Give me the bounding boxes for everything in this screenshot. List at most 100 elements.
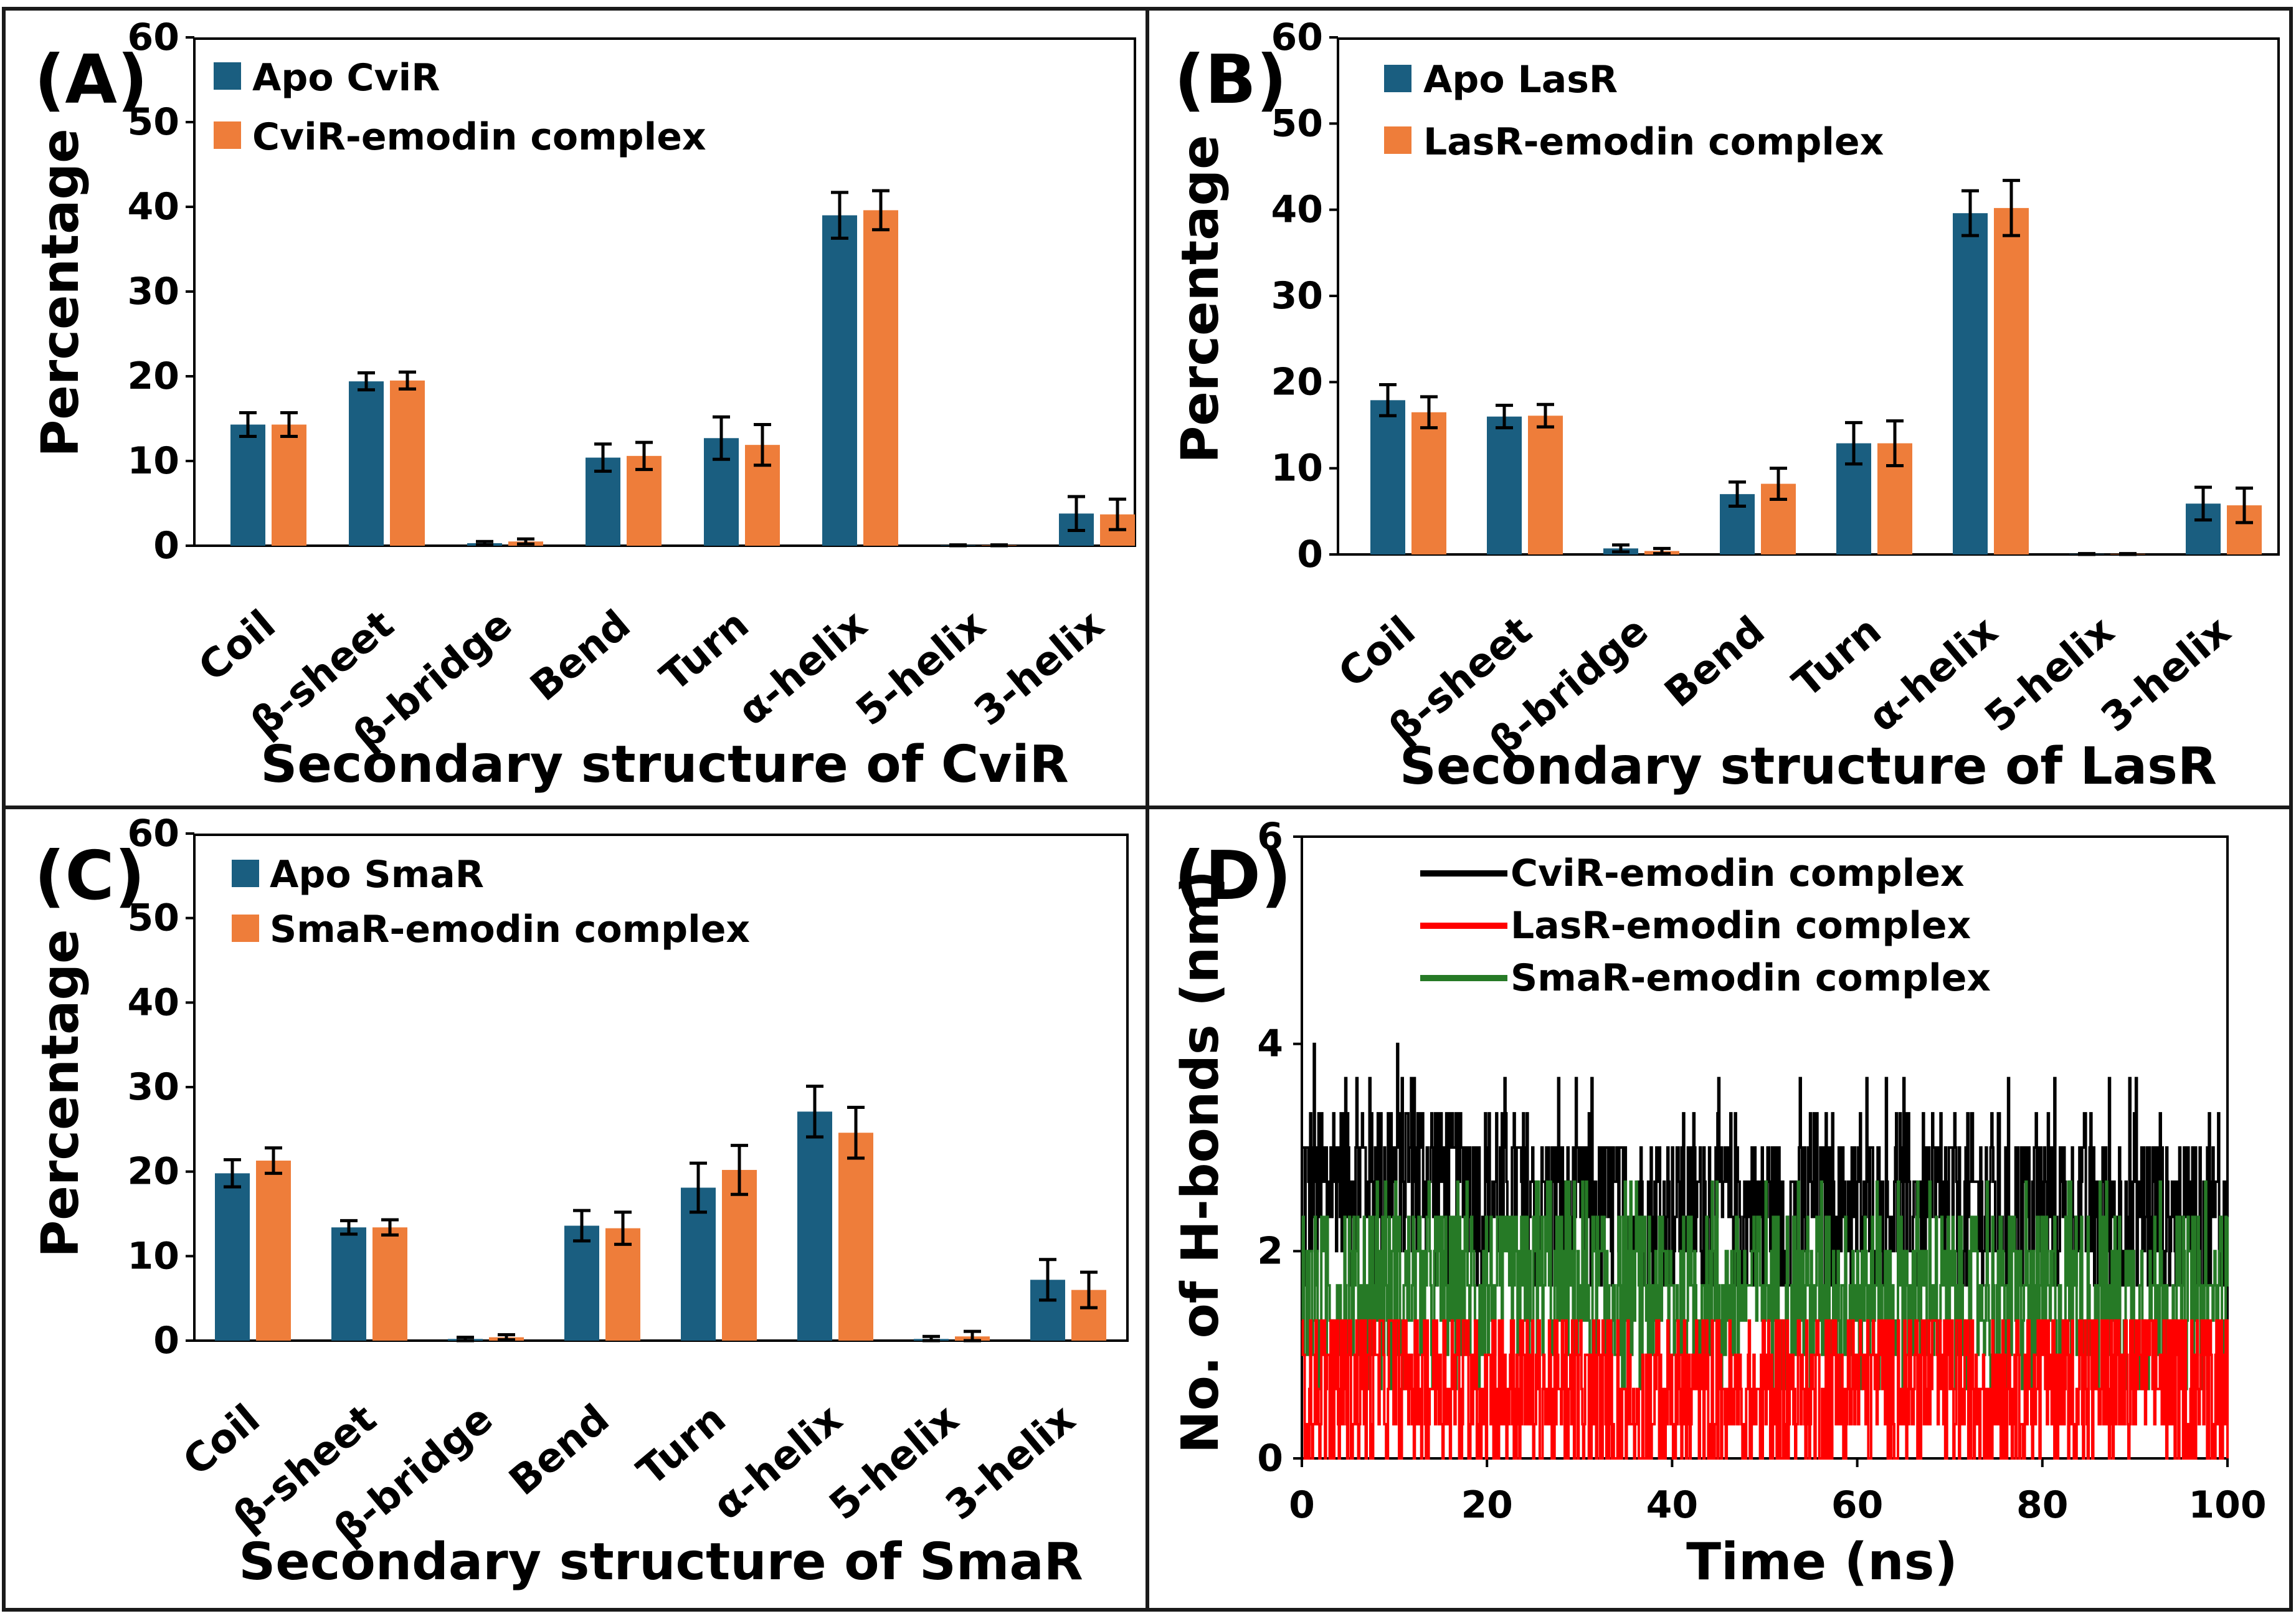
bar bbox=[863, 210, 898, 546]
y-tick-label: 20 bbox=[1271, 360, 1324, 404]
bar bbox=[838, 1133, 873, 1341]
y-tick-label: 60 bbox=[1271, 16, 1324, 59]
error-bar bbox=[2236, 486, 2253, 525]
error-bar bbox=[1420, 395, 1438, 430]
y-ticks-c: 0 10 20 30 40 50 60 bbox=[128, 812, 194, 1362]
error-bar bbox=[239, 411, 257, 439]
legend-label-cvir-complex: CviR-emodin complex bbox=[252, 115, 706, 159]
error-bar bbox=[713, 415, 730, 461]
y-tick-label: 0 bbox=[153, 1319, 179, 1362]
y-tick-label: 50 bbox=[1271, 102, 1324, 145]
traces-d bbox=[1301, 1042, 2229, 1460]
error-bar bbox=[224, 1158, 241, 1189]
y-tick-label: 0 bbox=[153, 524, 179, 568]
bar bbox=[256, 1161, 291, 1341]
legend-swatch-smar-complex bbox=[232, 915, 259, 942]
y-tick-label: 6 bbox=[1257, 815, 1283, 858]
error-bar bbox=[1729, 480, 1746, 508]
legend-label-apo-cvir: Apo CviR bbox=[252, 56, 440, 100]
x-tick-label: 80 bbox=[2016, 1483, 2069, 1527]
y-tick-label: 40 bbox=[1271, 188, 1324, 232]
error-bar bbox=[831, 191, 848, 240]
panel-label-b: (B) bbox=[1174, 41, 1287, 119]
y-tick-label: 40 bbox=[128, 185, 180, 229]
error-bar bbox=[1537, 402, 1554, 429]
error-bar bbox=[1612, 543, 1629, 554]
panel-label-d: (D) bbox=[1174, 837, 1291, 915]
error-bar bbox=[399, 370, 416, 391]
error-bar bbox=[1379, 383, 1397, 417]
y-tick-label: 4 bbox=[1257, 1022, 1283, 1066]
error-bar bbox=[1653, 546, 1671, 556]
error-bar bbox=[1962, 189, 1979, 237]
y-tick-label: 20 bbox=[128, 354, 180, 398]
bar bbox=[1953, 213, 1988, 554]
legend-d: CviR-emodin complex LasR-emodin complex … bbox=[1420, 852, 1991, 1000]
x-tick-label: 100 bbox=[2188, 1483, 2266, 1527]
legend-label-apo-smar: Apo SmaR bbox=[270, 853, 484, 896]
bar bbox=[722, 1169, 757, 1341]
y-tick-label: 20 bbox=[128, 1150, 180, 1194]
y-tick-label: 60 bbox=[128, 812, 180, 855]
bars-b bbox=[1370, 179, 2262, 556]
error-bar bbox=[635, 440, 653, 472]
y-axis-title-a: Percentage bbox=[31, 128, 90, 457]
error-bar bbox=[1080, 1270, 1098, 1309]
bar bbox=[272, 424, 306, 546]
legend-a: Apo CviR CviR-emodin complex bbox=[214, 56, 706, 159]
legend-label-lasr-trace: LasR-emodin complex bbox=[1511, 904, 1971, 948]
error-bar bbox=[949, 543, 967, 548]
x-axis-title-c: Secondary structure of SmaR bbox=[239, 1533, 1083, 1592]
error-bar bbox=[498, 1333, 515, 1342]
x-tick-label: 40 bbox=[1646, 1483, 1699, 1527]
legend-swatch-cvir-complex bbox=[214, 121, 241, 149]
bar bbox=[1370, 400, 1405, 554]
error-bar bbox=[476, 539, 493, 547]
y-tick-label: 10 bbox=[1271, 447, 1324, 490]
y-tick-label: 30 bbox=[128, 1065, 180, 1109]
error-bar bbox=[1770, 467, 1787, 501]
panel-label-a: (A) bbox=[34, 41, 148, 119]
y-tick-label: 50 bbox=[128, 100, 180, 144]
legend-label-apo-lasr: Apo LasR bbox=[1423, 58, 1618, 102]
trace-line-red bbox=[1301, 1319, 2229, 1460]
x-axis-title-d: Time (ns) bbox=[1686, 1533, 1958, 1592]
legend-swatch-apo-lasr bbox=[1384, 65, 1411, 92]
legend-c: Apo SmaR SmaR-emodin complex bbox=[232, 853, 750, 951]
error-bar bbox=[265, 1146, 282, 1175]
y-axis-title-c: Percentage bbox=[31, 929, 90, 1258]
bar bbox=[1487, 416, 1522, 554]
error-bar bbox=[990, 543, 1008, 548]
y-ticks-a: 0 10 20 30 40 50 60 bbox=[128, 16, 194, 568]
y-tick-label: 2 bbox=[1257, 1229, 1283, 1273]
legend-label-smar-trace: SmaR-emodin complex bbox=[1511, 956, 1991, 1000]
bars-a bbox=[230, 189, 1135, 548]
legend-label-lasr-complex: LasR-emodin complex bbox=[1423, 120, 1884, 164]
y-tick-label: 30 bbox=[128, 270, 180, 313]
bars-c bbox=[215, 1085, 1106, 1343]
bar bbox=[822, 215, 857, 546]
error-bar bbox=[847, 1106, 865, 1160]
y-axis-title-b: Percentage bbox=[1171, 135, 1230, 463]
error-bar bbox=[754, 423, 771, 467]
error-bar bbox=[2003, 179, 2020, 237]
error-bar bbox=[731, 1144, 748, 1196]
y-tick-label: 60 bbox=[128, 16, 180, 59]
legend-swatch-apo-smar bbox=[232, 860, 259, 887]
error-bar bbox=[573, 1209, 591, 1243]
y-tick-label: 30 bbox=[1271, 274, 1324, 318]
error-bar bbox=[340, 1219, 358, 1236]
bar bbox=[349, 381, 384, 546]
legend-label-cvir-trace: CviR-emodin complex bbox=[1511, 852, 1965, 895]
y-axis-title-d: No. of H-bonds (nm) bbox=[1171, 870, 1230, 1453]
x-tick-label: 0 bbox=[1289, 1483, 1315, 1527]
legend-swatch-lasr-complex bbox=[1384, 126, 1411, 154]
error-bar bbox=[690, 1161, 707, 1214]
bar bbox=[230, 424, 265, 546]
bar bbox=[372, 1227, 407, 1341]
x-tick-label: 20 bbox=[1461, 1483, 1513, 1527]
bar bbox=[390, 380, 425, 546]
